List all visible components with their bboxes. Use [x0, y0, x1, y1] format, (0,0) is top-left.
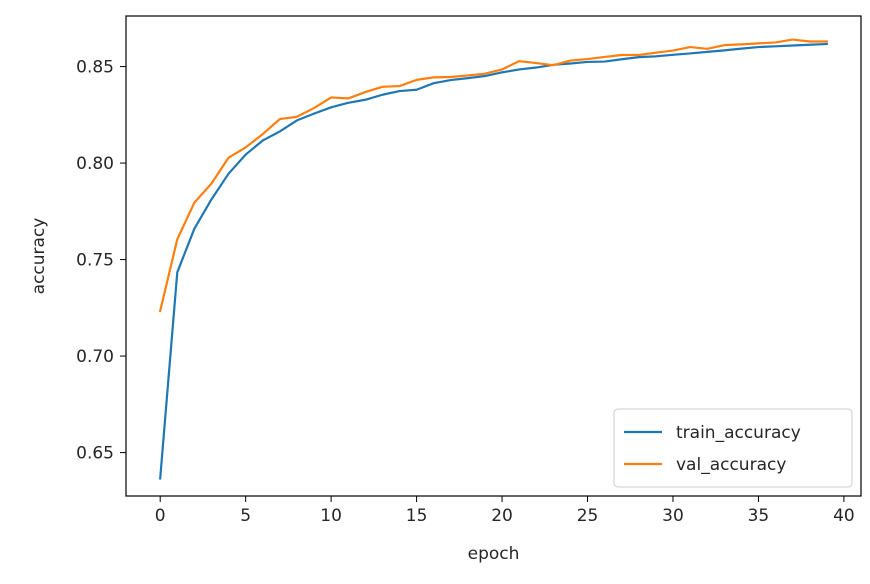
y-tick-label: 0.85	[76, 58, 114, 78]
x-tick-label: 10	[320, 506, 342, 526]
legend-box	[613, 408, 853, 488]
x-tick-label: 30	[662, 506, 684, 526]
y-axis-ticks: 0.65 0.70 0.75 0.80 0.85	[76, 58, 126, 464]
y-tick-label: 0.65	[76, 444, 114, 464]
x-tick-label: 0	[155, 506, 166, 526]
plot-lines	[158, 38, 828, 480]
x-axis-ticks: 0 5 10 15 20 25 30 35 40	[155, 496, 855, 526]
x-tick-label: 40	[833, 506, 855, 526]
x-tick-label: 35	[748, 506, 770, 526]
x-tick-label: 5	[240, 506, 251, 526]
x-tick-label: 20	[491, 506, 513, 526]
y-axis-label: accuracy	[29, 218, 49, 295]
y-tick-label: 0.80	[76, 154, 114, 174]
legend: train_accuracy val_accuracy	[613, 408, 853, 488]
x-axis-label: epoch	[468, 544, 520, 564]
x-tick-label: 25	[577, 506, 599, 526]
legend-label: val_accuracy	[676, 455, 786, 475]
y-tick-label: 0.70	[76, 347, 114, 367]
x-tick-label: 15	[406, 506, 428, 526]
plot-frame	[125, 15, 862, 497]
series-line-train-accuracy	[159, 42, 828, 480]
legend-label: train_accuracy	[676, 423, 801, 443]
series-line-val-accuracy	[158, 38, 828, 313]
y-tick-label: 0.75	[76, 251, 114, 271]
